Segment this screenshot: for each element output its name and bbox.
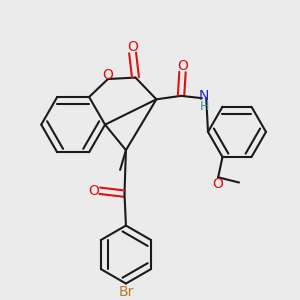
Text: O: O <box>88 184 99 198</box>
Text: O: O <box>177 59 188 73</box>
Text: O: O <box>127 40 138 54</box>
Text: O: O <box>103 68 113 82</box>
Text: H: H <box>200 100 209 113</box>
Text: O: O <box>213 177 224 191</box>
Text: Br: Br <box>118 285 134 299</box>
Text: N: N <box>199 89 209 103</box>
